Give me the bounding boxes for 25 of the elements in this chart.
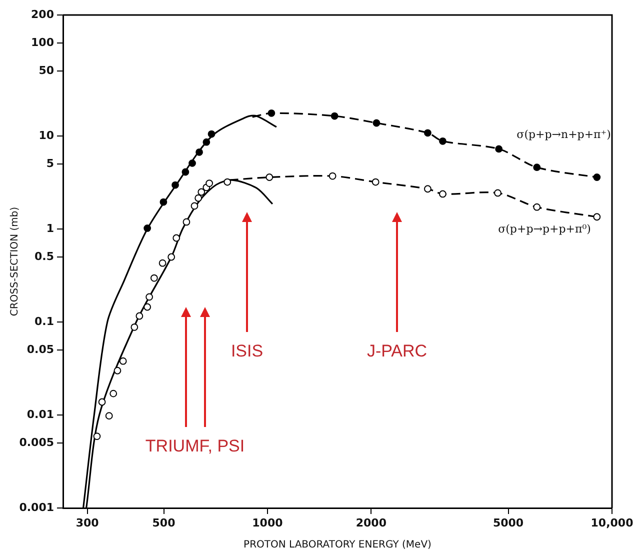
x-axis-title: PROTON LABORATORY ENERGY (MeV) <box>244 540 432 551</box>
y-tick-label: 200 <box>31 8 54 21</box>
y-tick-label: 0.001 <box>19 500 54 514</box>
x-tick-label: 5000 <box>492 516 524 530</box>
y-tick-label: 0.1 <box>34 314 54 328</box>
y-tick-label: 0.5 <box>34 250 54 263</box>
annotation: TRIUMF, PSI <box>145 436 245 456</box>
y-axis-title: CROSS-SECTION (mb) <box>10 206 21 316</box>
x-tick-label: 500 <box>152 516 176 530</box>
series-label: σ(p+p→p+p+π⁰) <box>498 222 591 236</box>
y-tick-label: 0.005 <box>19 436 54 449</box>
y-tick-label: 0.05 <box>26 342 54 356</box>
x-tick-label: 300 <box>76 516 100 530</box>
y-tick-label: 1 <box>46 222 54 235</box>
y-tick-label: 0.01 <box>26 408 54 421</box>
y-tick-label: 100 <box>31 36 54 49</box>
annotation: ISIS <box>230 342 264 361</box>
x-tick-label: 10,000 <box>590 516 634 530</box>
x-tick-label: 2000 <box>356 516 387 530</box>
annotation: J-PARC <box>366 342 428 361</box>
y-tick-label: 50 <box>38 64 54 77</box>
series-label: σ(p+p→n+p+π⁺) <box>516 128 611 142</box>
y-tick-label: 10 <box>38 128 54 142</box>
x-tick-label: 1000 <box>252 516 284 530</box>
y-tick-label: 5 <box>46 156 54 170</box>
